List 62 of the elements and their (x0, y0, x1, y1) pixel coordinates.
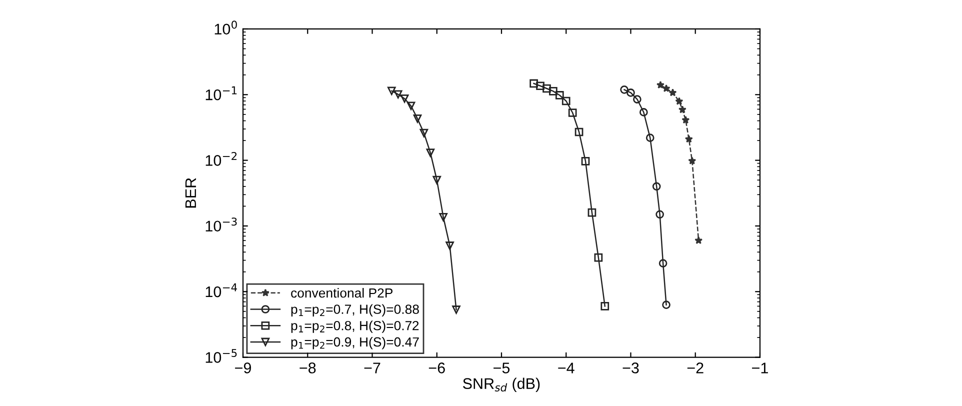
point (652, 182, 661, 191)
point (581, 157, 590, 166)
point (633, 95, 642, 104)
point (662, 84, 670, 92)
point (594, 253, 603, 262)
y-tick-label: 10$^{−2}$ (206, 152, 237, 166)
point (536, 82, 544, 90)
y-tick-label: 10$^{−3}$ (206, 218, 237, 232)
point (668, 88, 677, 96)
x-tick-label: −1 (752, 362, 768, 374)
point (413, 114, 422, 123)
point (562, 96, 570, 106)
point (600, 302, 610, 310)
point (387, 86, 396, 96)
point (656, 210, 664, 219)
point (639, 108, 648, 116)
point (588, 208, 596, 217)
point (426, 148, 435, 157)
point (626, 88, 635, 97)
x-tick-label: −2 (687, 362, 704, 374)
y-tick-label: 10$^{−1}$ (206, 86, 237, 100)
y-tick-label: 10$^{0}$ (214, 20, 237, 35)
point (446, 242, 454, 250)
point (646, 134, 654, 142)
point (574, 128, 584, 136)
point (400, 94, 409, 103)
point (555, 91, 564, 100)
x-axis-title: SNR$_{sd}$ (dB) (463, 378, 540, 392)
point (658, 259, 668, 268)
x-tick-label: −6 (428, 362, 445, 374)
point (406, 102, 416, 110)
point (542, 84, 551, 93)
point (682, 116, 690, 124)
x-tick-label: −5 (494, 362, 510, 374)
point (549, 86, 558, 96)
point (452, 306, 460, 314)
x-tick-label: −9 (235, 362, 251, 374)
point (675, 97, 684, 105)
point (684, 134, 693, 143)
point (678, 106, 686, 114)
point (432, 176, 442, 184)
x-tick-label: −3 (622, 362, 639, 374)
point (662, 300, 670, 309)
x-tick-label: −4 (558, 362, 574, 374)
point (620, 86, 628, 94)
point (394, 90, 402, 99)
point (420, 128, 428, 138)
point (568, 108, 577, 117)
point (530, 79, 538, 88)
point (694, 236, 703, 244)
legend-label: p$_{1}$=p$_{2}$=0.8, H(S)=0.72 (291, 320, 419, 333)
y-tick-label: 10$^{−4}$ (206, 283, 237, 298)
y-axis-title: BER (185, 178, 196, 208)
legend-label: conventional P2P (291, 288, 392, 298)
point (439, 213, 448, 222)
legend-label: p$_{1}$=p$_{2}$=0.9, H(S)=0.47 (291, 336, 419, 350)
legend-label: p$_{1}$=p$_{2}$=0.7, H(S)=0.88 (291, 304, 419, 317)
x-tick-label: −7 (364, 362, 380, 374)
y-tick-label: 10$^{−5}$ (206, 349, 237, 363)
point (688, 156, 696, 164)
x-tick-label: −8 (300, 362, 316, 374)
point (656, 80, 664, 89)
